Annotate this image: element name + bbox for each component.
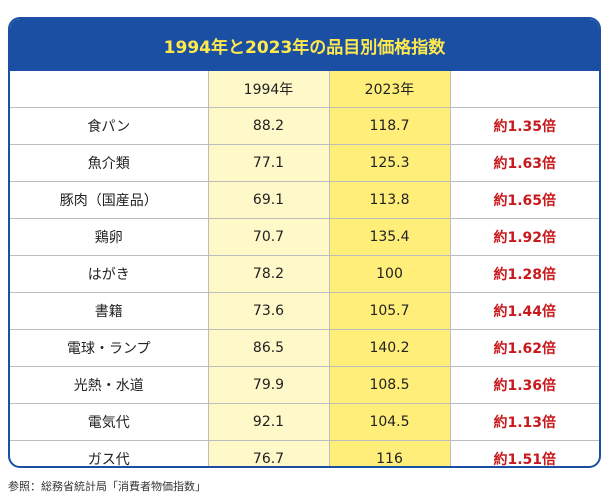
table-row: 光熱・水道 79.9 108.5 約1.36倍 — [10, 366, 599, 404]
value-2023-cell: 125.3 — [328, 144, 451, 182]
table-row: 電球・ランプ 86.5 140.2 約1.62倍 — [10, 329, 599, 367]
ratio-cell: 約1.51倍 — [449, 440, 599, 466]
item-cell: 鶏卵 — [10, 218, 209, 256]
table-row: 魚介類 77.1 125.3 約1.63倍 — [10, 144, 599, 182]
table-row: はがき 78.2 100 約1.28倍 — [10, 255, 599, 293]
price-index-table: 1994年 2023年 食パン 88.2 118.7 約1.35倍 魚介類 77.1 125… — [10, 71, 599, 466]
header-row: 1994年 2023年 — [10, 71, 599, 108]
table-row: 食パン 88.2 118.7 約1.35倍 — [10, 107, 599, 145]
value-2023-cell: 104.5 — [328, 403, 451, 441]
item-cell: 電球・ランプ — [10, 329, 209, 367]
ratio-cell: 約1.65倍 — [449, 181, 599, 219]
value-1994-cell: 92.1 — [207, 403, 330, 441]
value-1994-cell: 76.7 — [207, 440, 330, 466]
value-2023-cell: 116 — [328, 440, 451, 466]
header-2023: 2023年 — [328, 71, 451, 108]
item-cell: 豚肉（国産品） — [10, 181, 209, 219]
value-2023-cell: 118.7 — [328, 107, 451, 145]
header-ratio — [449, 71, 599, 108]
ratio-cell: 約1.35倍 — [449, 107, 599, 145]
value-1994-cell: 78.2 — [207, 255, 330, 293]
item-cell: 光熱・水道 — [10, 366, 209, 404]
ratio-cell: 約1.28倍 — [449, 255, 599, 293]
value-1994-cell: 73.6 — [207, 292, 330, 330]
item-cell: 書籍 — [10, 292, 209, 330]
item-cell: 電気代 — [10, 403, 209, 441]
value-1994-cell: 69.1 — [207, 181, 330, 219]
value-1994-cell: 79.9 — [207, 366, 330, 404]
value-2023-cell: 105.7 — [328, 292, 451, 330]
ratio-cell: 約1.62倍 — [449, 329, 599, 367]
header-item — [10, 71, 209, 108]
source-note: 参照：総務省統計局「消費者物価指数」 — [8, 480, 206, 493]
item-cell: 魚介類 — [10, 144, 209, 182]
value-2023-cell: 135.4 — [328, 218, 451, 256]
value-2023-cell: 140.2 — [328, 329, 451, 367]
ratio-cell: 約1.63倍 — [449, 144, 599, 182]
ratio-cell: 約1.44倍 — [449, 292, 599, 330]
value-1994-cell: 88.2 — [207, 107, 330, 145]
item-cell: ガス代 — [10, 440, 209, 466]
value-2023-cell: 100 — [328, 255, 451, 293]
ratio-cell: 約1.92倍 — [449, 218, 599, 256]
value-1994-cell: 77.1 — [207, 144, 330, 182]
ratio-cell: 約1.36倍 — [449, 366, 599, 404]
table-row: 書籍 73.6 105.7 約1.44倍 — [10, 292, 599, 330]
ratio-cell: 約1.13倍 — [449, 403, 599, 441]
price-index-table-panel: 1994年と2023年の品目別価格指数 1994年 2023年 食パン 88.2 1… — [8, 17, 601, 468]
table-row: 電気代 92.1 104.5 約1.13倍 — [10, 403, 599, 441]
value-1994-cell: 70.7 — [207, 218, 330, 256]
table-row: 鶏卵 70.7 135.4 約1.92倍 — [10, 218, 599, 256]
table-title: 1994年と2023年の品目別価格指数 — [10, 19, 599, 71]
item-cell: はがき — [10, 255, 209, 293]
table-row: ガス代 76.7 116 約1.51倍 — [10, 440, 599, 466]
value-1994-cell: 86.5 — [207, 329, 330, 367]
table-row: 豚肉（国産品） 69.1 113.8 約1.65倍 — [10, 181, 599, 219]
item-cell: 食パン — [10, 107, 209, 145]
header-1994: 1994年 — [207, 71, 330, 108]
value-2023-cell: 113.8 — [328, 181, 451, 219]
value-2023-cell: 108.5 — [328, 366, 451, 404]
